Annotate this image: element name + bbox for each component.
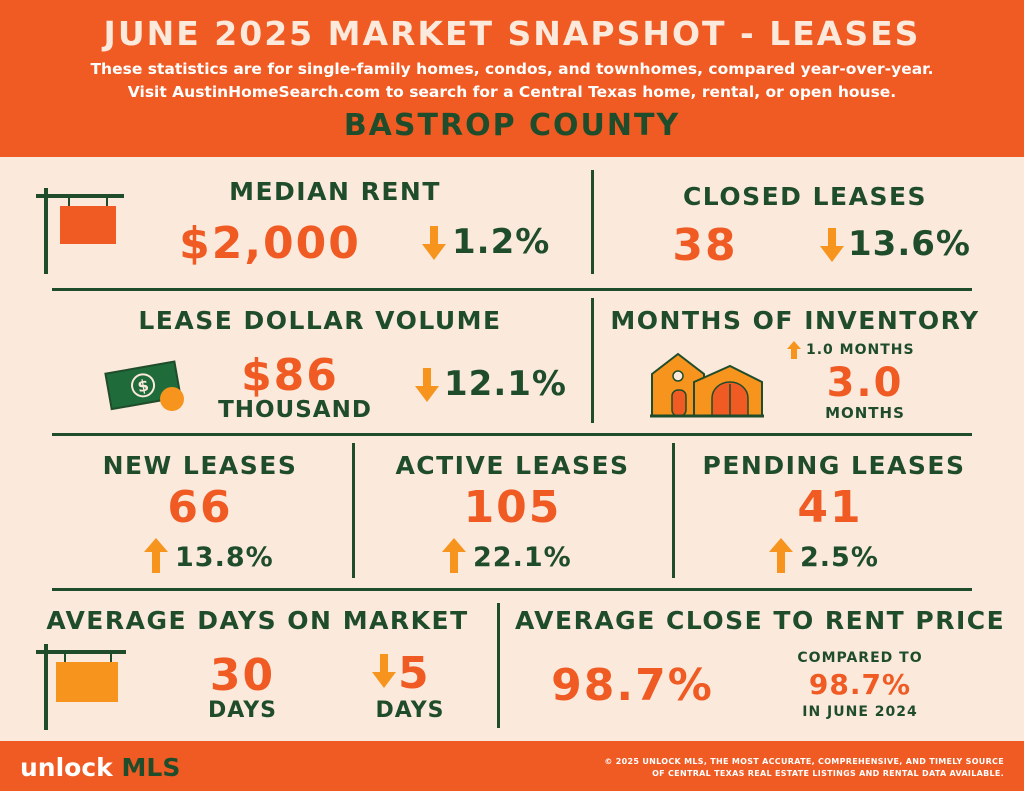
compared-value: 98.7% — [808, 668, 912, 701]
months-inventory-change: 1.0 MONTHS — [806, 342, 915, 358]
arrow-down-icon — [820, 228, 844, 262]
new-leases-label: NEW LEASES — [102, 451, 298, 480]
subtitle-line-2: Visit AustinHomeSearch.com to search for… — [127, 83, 897, 101]
avg-dom-label: AVERAGE DAYS ON MARKET — [46, 606, 469, 635]
svg-text:$: $ — [136, 376, 150, 397]
close-to-rent-label: AVERAGE CLOSE TO RENT PRICE — [515, 606, 1006, 635]
lease-volume-value: $86 — [241, 350, 339, 401]
median-rent-change: 1.2% — [452, 222, 551, 262]
county-title: BASTROP COUNTY — [343, 108, 681, 143]
median-rent-label: MEDIAN RENT — [229, 177, 441, 206]
new-leases-value: 66 — [167, 482, 233, 533]
arrow-down-icon — [422, 226, 446, 260]
closed-leases-value: 38 — [672, 220, 738, 271]
arrow-down-icon — [415, 368, 439, 402]
footer-note-line-1: © 2025 UNLOCK MLS, THE MOST ACCURATE, CO… — [604, 757, 1004, 766]
months-inventory-value: 3.0 — [826, 360, 904, 406]
unlock-mls-logo: unlock MLS — [20, 753, 180, 782]
pending-leases-change: 2.5% — [800, 542, 879, 573]
money-icon: $ — [104, 360, 184, 411]
lease-volume-label: LEASE DOLLAR VOLUME — [138, 306, 502, 335]
compared-label: COMPARED TO — [797, 650, 923, 666]
arrow-up-icon — [442, 538, 466, 573]
lease-volume-unit: THOUSAND — [218, 397, 372, 423]
lease-volume-change: 12.1% — [444, 364, 567, 404]
footer-note: © 2025 UNLOCK MLS, THE MOST ACCURATE, CO… — [564, 756, 1004, 780]
avg-dom-change-unit: DAYS — [375, 698, 445, 723]
logo-mls-text: MLS — [121, 753, 181, 782]
closed-leases-label: CLOSED LEASES — [682, 182, 928, 211]
compared-period: IN JUNE 2024 — [802, 704, 918, 720]
arrow-up-icon — [769, 538, 793, 573]
new-leases-change: 13.8% — [175, 542, 274, 573]
divider — [672, 443, 675, 578]
page-title: JUNE 2025 MARKET SNAPSHOT - LEASES — [103, 14, 921, 53]
closed-leases-change: 13.6% — [848, 224, 971, 264]
months-inventory-label: MONTHS OF INVENTORY — [610, 306, 980, 335]
divider — [52, 588, 972, 591]
pending-leases-label: PENDING LEASES — [702, 451, 966, 480]
median-rent-value: $2,000 — [179, 218, 361, 269]
active-leases-value: 105 — [463, 482, 562, 533]
footer-note-line-2: OF CENTRAL TEXAS REAL ESTATE LISTINGS AN… — [652, 769, 1004, 778]
divider — [497, 603, 500, 728]
months-inventory-unit: MONTHS — [825, 404, 905, 422]
avg-dom-unit: DAYS — [208, 698, 277, 723]
sign-icon — [36, 188, 124, 274]
divider — [52, 288, 972, 291]
footer-banner — [0, 741, 1024, 791]
divider — [591, 170, 594, 274]
sign-icon — [36, 644, 126, 730]
divider — [52, 433, 972, 436]
avg-dom-change: 5 — [398, 648, 431, 699]
divider — [591, 298, 594, 423]
arrow-up-icon — [787, 341, 801, 359]
divider — [352, 443, 355, 578]
arrow-down-icon — [372, 654, 396, 688]
arrow-up-icon — [144, 538, 168, 573]
close-to-rent-value: 98.7% — [551, 660, 714, 711]
active-leases-change: 22.1% — [473, 542, 572, 573]
pending-leases-value: 41 — [797, 482, 863, 533]
house-icon — [650, 352, 764, 418]
active-leases-label: ACTIVE LEASES — [395, 451, 630, 480]
subtitle-line-1: These statistics are for single-family h… — [90, 60, 934, 78]
avg-dom-value: 30 — [209, 650, 276, 701]
logo-unlock-text: unlock — [20, 753, 113, 782]
header-banner — [0, 0, 1024, 157]
